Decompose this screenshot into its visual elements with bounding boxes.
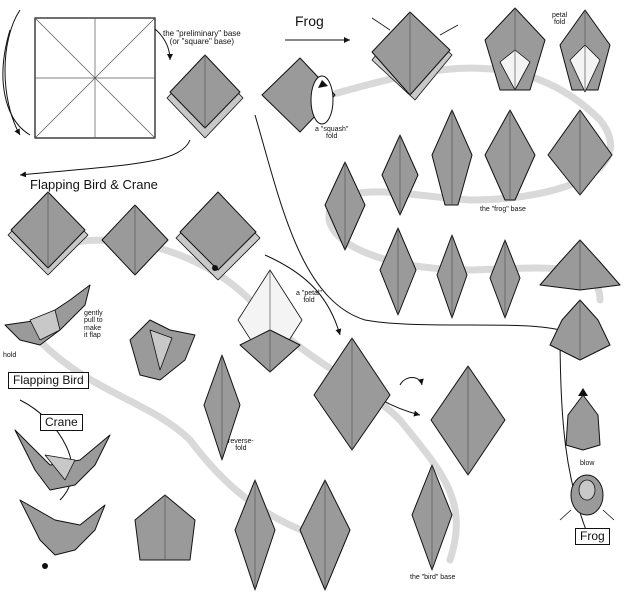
label-hold: hold [3,352,17,359]
step-preliminary-base [166,54,244,139]
step-crane-2 [234,479,276,591]
label-reverse-line1: reverse- [228,438,254,445]
model-label-crane: Crane [40,414,83,431]
flapping-bird-figure-2 [129,319,196,381]
label-gently-line3: make [84,324,102,332]
step-bird-1 [7,191,89,276]
step-bird-base-final [411,464,453,571]
step-frog-3 [559,9,611,93]
label-squash-fold: a "squash" fold [315,126,348,141]
label-squash-line1: a "squash" [315,126,349,133]
label-reverse-fold: reverse- fold [228,438,254,453]
frog-figure-3 [565,388,601,451]
label-petal-fold-top-line1: petal [552,12,568,19]
rotate-symbol [399,377,424,386]
step-bird-3 [175,191,261,281]
label-preliminary-base-line1: the "preliminary" base [163,29,241,38]
step-frog-11 [489,239,521,319]
heading-frog: Frog [295,13,324,29]
model-label-flapping-bird: Flapping Bird [8,372,89,389]
step-bird-2 [101,204,169,276]
step-frog-7 [547,109,613,196]
step-frog-1 [371,11,459,101]
step-frog-6-frog-base [484,109,536,201]
label-petal-fold-top-line2: fold [553,19,566,27]
frog-figure-final [559,474,615,521]
label-squash-line2: fold [326,133,338,141]
step-bird-base-2 [430,365,506,476]
step-reverse-fold [203,354,241,461]
step-frog-10 [436,234,468,319]
step-frog-9 [379,227,417,316]
step-crane-1 [134,494,196,561]
step-squash-fold [261,57,336,133]
crane-figure [14,429,111,491]
step-frog-4 [381,134,419,216]
label-frog-base: the "frog" base [480,206,526,213]
label-petal-fold-mid-line2: fold [303,297,315,305]
flapping-bird-figure [4,284,91,346]
label-gently-line1: gently [84,310,103,317]
label-gently-line4: it flap [84,332,101,340]
step-frog-2 [484,7,546,91]
label-blow: blow [580,460,595,467]
label-petal-fold-mid: a "petal" fold [296,290,322,305]
step-frog-5 [431,109,473,206]
crane-figure-2 [19,499,106,569]
label-petal-fold-top: petal fold [552,12,567,27]
step-petal-fold [237,269,303,373]
label-preliminary-base: the "preliminary" base (or "square" base… [163,29,241,47]
label-preliminary-base-line2: (or "square" base) [169,37,235,47]
label-gently-pull: gently pull to make it flap [84,310,103,339]
step-frog-8 [324,161,366,251]
label-gently-line2: pull to [84,317,103,325]
step-bird-base-1 [313,337,391,451]
label-reverse-line2: fold [235,445,247,453]
frog-figure-2 [549,299,611,361]
label-bird-base: the "bird" base [410,574,456,581]
model-label-frog: Frog [575,528,610,545]
step-crane-3 [299,479,351,591]
frog-figure-1 [539,239,621,291]
heading-flapping-bird-and-crane: Flapping Bird & Crane [30,177,158,192]
step-square-sheet [34,17,156,139]
label-petal-fold-mid-line1: a "petal" [296,290,322,297]
